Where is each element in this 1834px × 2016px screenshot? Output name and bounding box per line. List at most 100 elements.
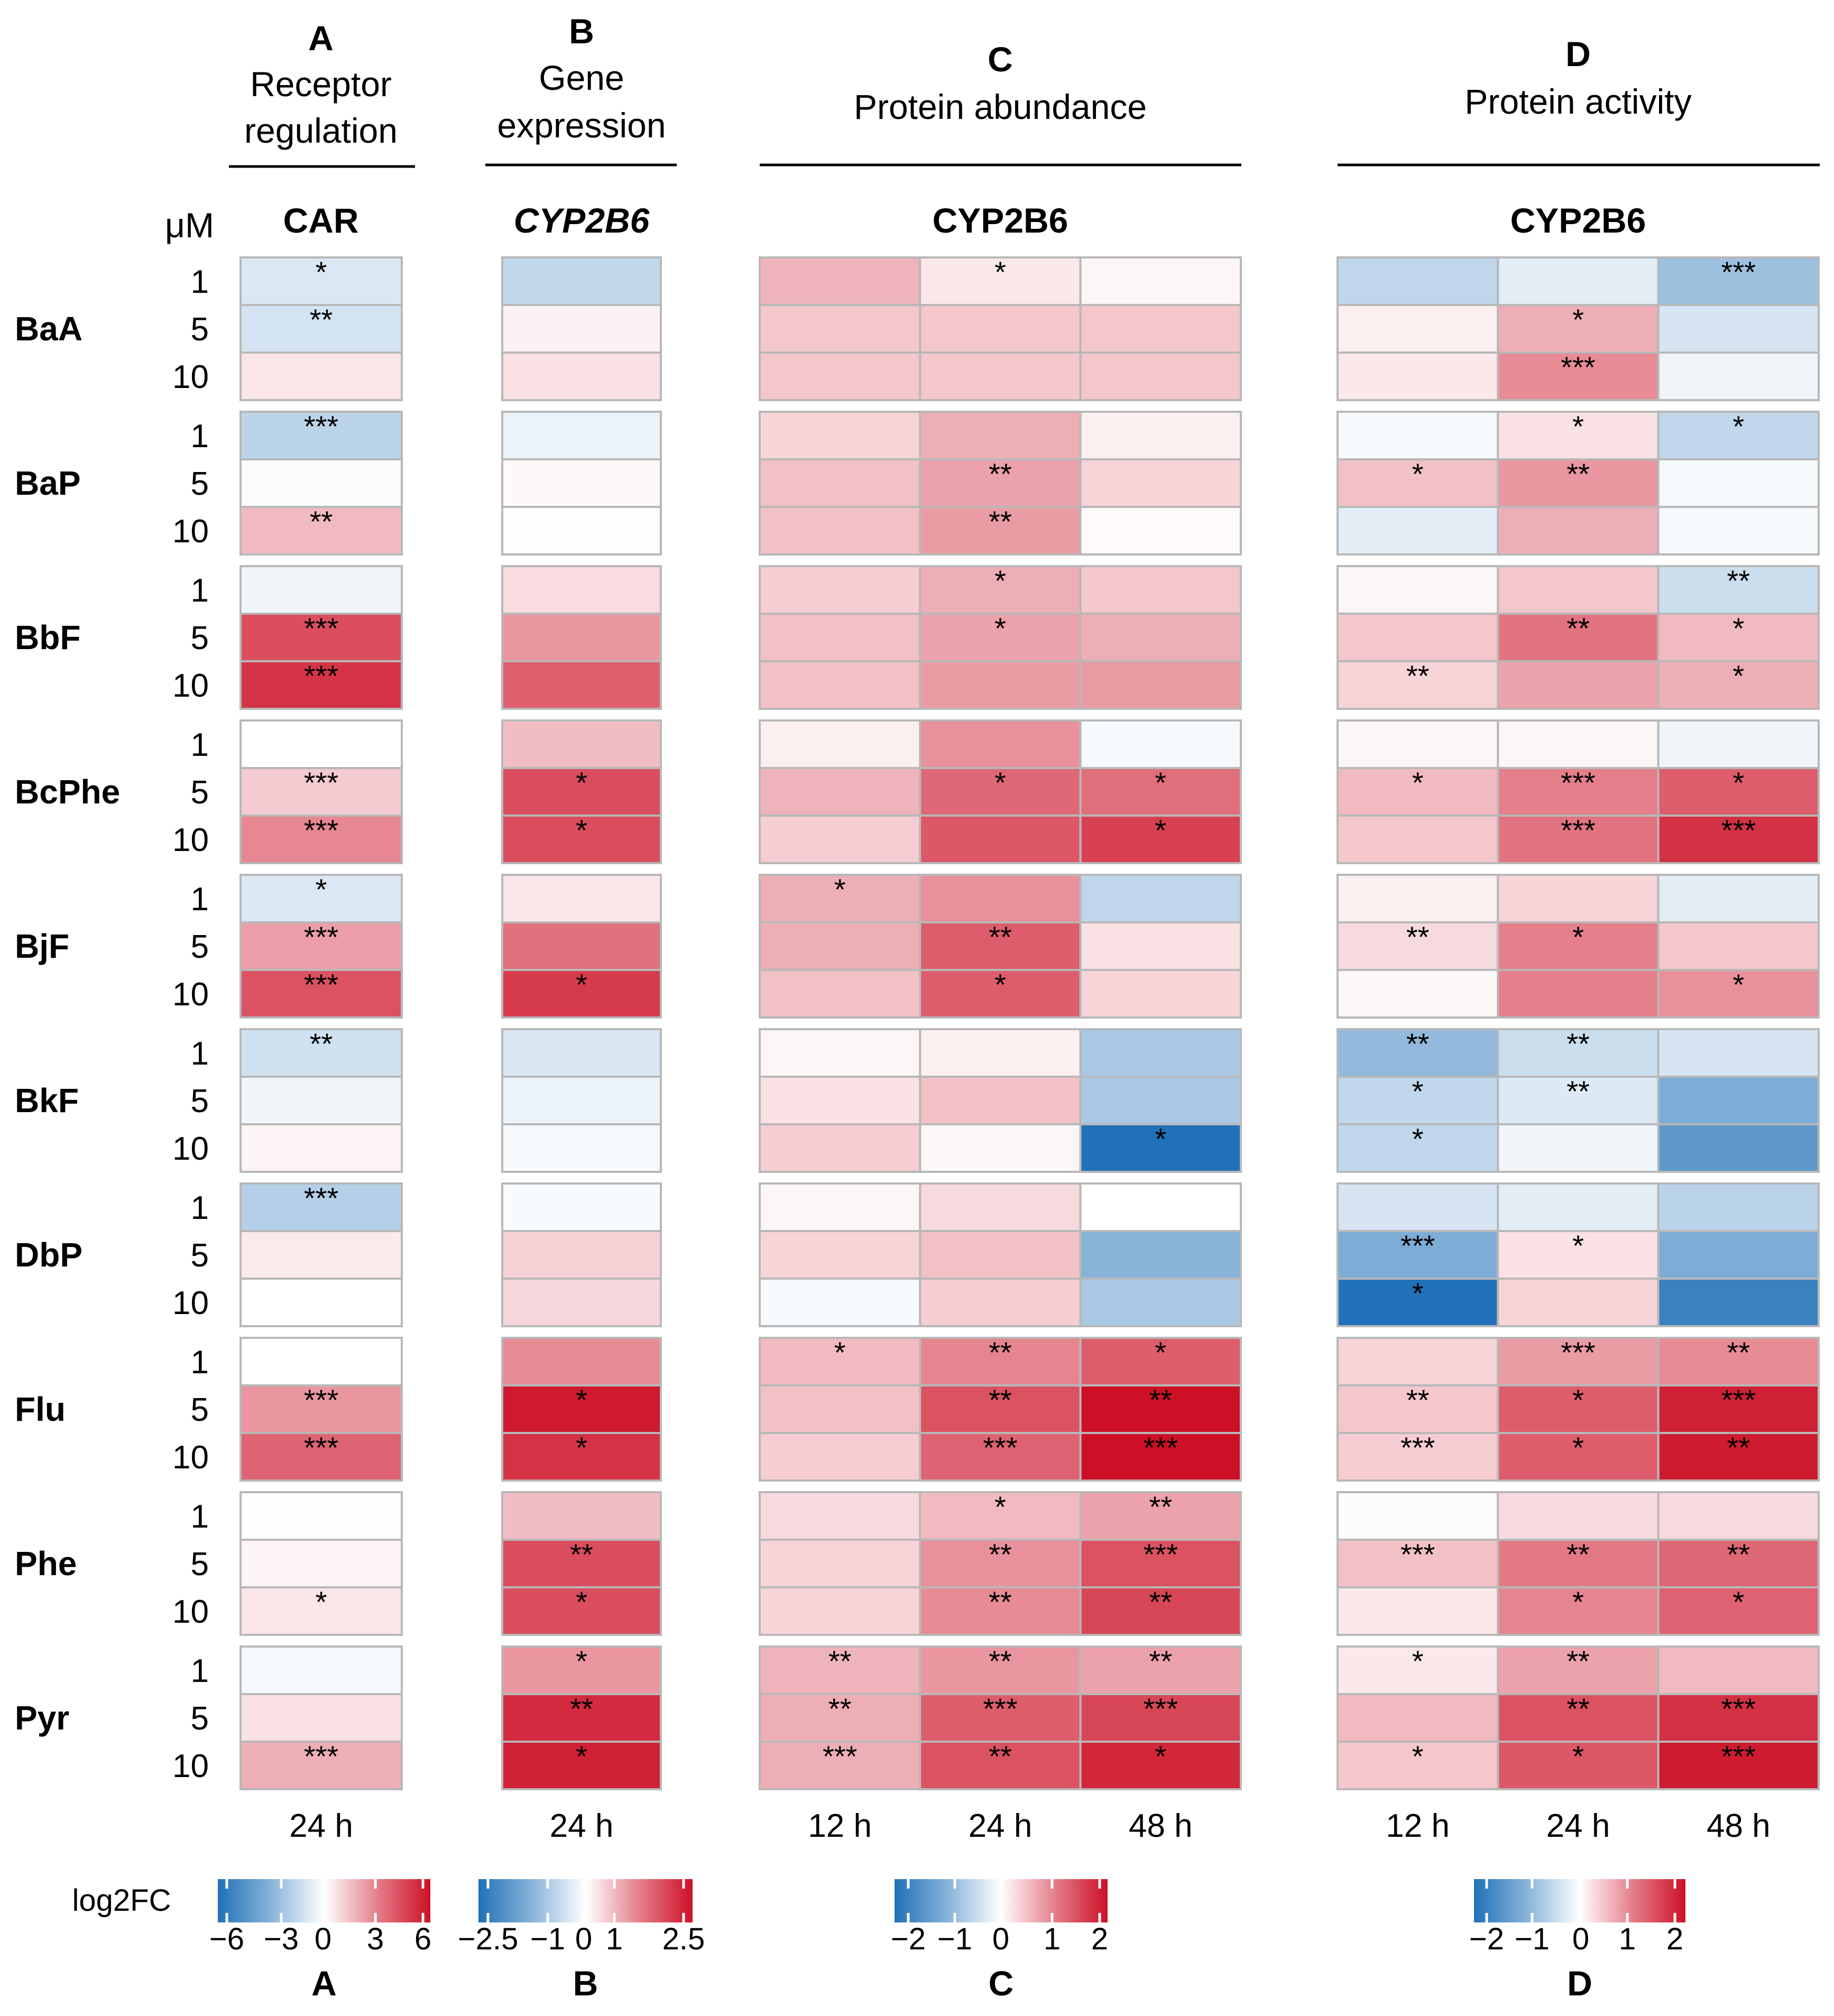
dose-label: 5	[191, 466, 209, 502]
scale-panel-letter: A	[311, 1964, 337, 2003]
heatmap-cell	[1337, 1741, 1499, 1790]
heatmap-cell	[919, 874, 1082, 923]
color-scales: −6 −3 0 3 6A−2.5 −1 0 1 2.5B−2 −1 0 1 2C−2 −1 0 1 2D	[209, 1879, 1685, 2003]
heatmap-cell	[919, 1076, 1082, 1125]
heatmap-cell	[1497, 565, 1660, 615]
molecule-label: CYP2B6	[514, 201, 650, 240]
heatmap-cell	[1497, 1693, 1660, 1743]
heatmap-cell	[759, 1076, 921, 1125]
compound-label-bjf: BjF	[15, 927, 69, 965]
heatmap-cell	[1497, 256, 1660, 306]
scale-tick-label: −1	[937, 1922, 972, 1956]
panel-heading-line: Receptor	[250, 64, 392, 104]
heatmap-cell	[1079, 1028, 1242, 1078]
dose-label: 1	[191, 572, 209, 609]
dose-unit-label: μM	[165, 206, 214, 245]
significance-stars: **	[989, 1336, 1012, 1369]
scale-tick-label: −2	[891, 1922, 926, 1956]
heatmap-cell	[1657, 1230, 1820, 1280]
heatmap-cell	[759, 1230, 921, 1280]
compound-label-dbp: DbP	[15, 1236, 82, 1274]
heatmap-cell	[239, 458, 403, 508]
heatmap-cell	[1337, 969, 1499, 1019]
heatmap-cell	[501, 565, 662, 615]
significance-stars: **	[989, 457, 1012, 491]
panel-heading-line: expression	[497, 106, 666, 145]
heatmap-cell	[1079, 411, 1242, 460]
significance-stars: **	[1149, 1644, 1173, 1678]
significance-stars: *	[576, 968, 587, 1001]
heatmap-cell	[1337, 1586, 1499, 1636]
heatmap-cell	[759, 458, 921, 508]
heatmap-cell	[501, 1076, 662, 1125]
scale-tick-label: −3	[264, 1922, 299, 1956]
scale-tick-label: −2	[1469, 1922, 1504, 1956]
heatmap-cell	[1657, 874, 1820, 923]
significance-stars: *	[1412, 1122, 1424, 1155]
heatmap-cell	[1657, 1028, 1820, 1078]
heatmap-cell	[1337, 1337, 1499, 1386]
heatmap-cell	[1079, 304, 1242, 354]
compound-label-pyr: Pyr	[15, 1699, 69, 1737]
significance-stars: **	[989, 920, 1012, 954]
heatmap-cell	[1079, 352, 1242, 401]
significance-stars: **	[1406, 1027, 1430, 1060]
dose-label: 5	[191, 1546, 209, 1583]
significance-stars: *	[1572, 1585, 1584, 1619]
heatmap-cell	[1657, 1337, 1820, 1386]
heatmap-cell	[239, 1645, 403, 1695]
heatmap-cell	[1657, 969, 1820, 1019]
dose-label: 5	[191, 1392, 209, 1428]
significance-stars: *	[1732, 612, 1744, 645]
heatmap-cell	[239, 304, 403, 354]
significance-stars: **	[828, 1644, 852, 1678]
panel-letter: A	[308, 19, 334, 58]
heatmap-cell	[1079, 506, 1242, 556]
scale-tick-label: −6	[209, 1922, 244, 1956]
row-labels: μM BaA 1 5 10 BaP 1 5 10 BbF 1 5 10 BcPhe 1 5 10 BjF 1 5 10…	[15, 206, 214, 1784]
significance-stars: ***	[1561, 350, 1595, 384]
heatmap-cell	[1079, 767, 1242, 817]
significance-stars: **	[1406, 920, 1430, 954]
significance-stars: ***	[1144, 1538, 1178, 1571]
heatmap-cell	[1337, 767, 1499, 817]
heatmap-cell	[501, 969, 662, 1019]
heatmap-cell	[1657, 719, 1820, 769]
heatmap-cell	[1337, 506, 1499, 556]
significance-stars: **	[1566, 1027, 1590, 1060]
heatmap-cell	[501, 411, 662, 460]
scale-panel-letter: C	[989, 1964, 1014, 2003]
significance-stars: *	[576, 1585, 587, 1619]
heatmap-cell	[501, 256, 662, 306]
heatmap-cell	[1497, 1182, 1660, 1232]
heatmap-cell	[1337, 1182, 1499, 1232]
dose-label: 10	[172, 1748, 209, 1784]
significance-stars: *	[1572, 1229, 1584, 1262]
molecule-label: CAR	[283, 201, 359, 240]
heatmap-cell	[1337, 613, 1499, 662]
heatmap-cell	[919, 969, 1082, 1019]
heatmap-cell	[1657, 767, 1820, 817]
dose-label: 10	[172, 1131, 209, 1167]
heatmap-cell	[501, 767, 662, 817]
heatmap-cell	[501, 921, 662, 971]
significance-stars: *	[316, 1585, 327, 1619]
heatmap-cell	[1657, 506, 1820, 556]
significance-stars: *	[1155, 1336, 1166, 1369]
heatmap-cell	[759, 565, 921, 615]
heatmap-cell	[1079, 921, 1242, 971]
heatmap-cell	[239, 921, 403, 971]
heatmap-cell	[919, 1741, 1082, 1790]
heatmap-cell	[759, 1278, 921, 1327]
significance-stars: ***	[1400, 1229, 1435, 1262]
heatmap-cell	[919, 1123, 1082, 1173]
heatmap-cell	[1337, 660, 1499, 710]
compound-label-baa: BaA	[15, 310, 82, 348]
heatmap-cell	[239, 565, 403, 615]
heatmap-cell	[1337, 565, 1499, 615]
dose-label: 10	[172, 822, 209, 858]
heatmap-cell	[1337, 304, 1499, 354]
heatmap-cell	[239, 1586, 403, 1636]
heatmap-cell	[1497, 1645, 1660, 1695]
